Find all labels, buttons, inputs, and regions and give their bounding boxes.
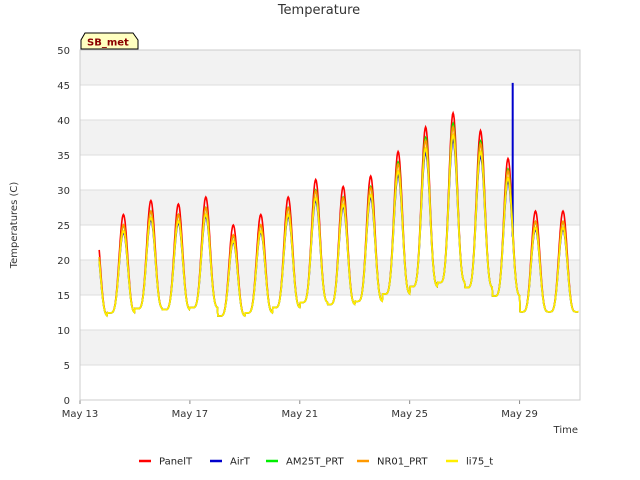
legend: PanelT AirT AM25T_PRT NR01_PRT li75_t bbox=[139, 457, 493, 468]
y-tick-label: 45 bbox=[57, 81, 70, 92]
station-badge: SB_met bbox=[80, 32, 139, 50]
x-tick-label: May 13 bbox=[62, 409, 99, 420]
y-tick-label: 30 bbox=[57, 186, 70, 197]
grid-band bbox=[80, 330, 580, 365]
x-tick-label: May 29 bbox=[501, 409, 538, 420]
grid-band bbox=[80, 295, 580, 330]
y-tick-label: 20 bbox=[57, 256, 70, 267]
legend-label: li75_t bbox=[466, 457, 493, 468]
legend-label: NR01_PRT bbox=[377, 457, 428, 468]
series-lines bbox=[98, 82, 579, 318]
y-tick-label: 15 bbox=[57, 291, 70, 302]
y-tick-label: 5 bbox=[64, 361, 70, 372]
y-tick-label: 50 bbox=[57, 46, 70, 57]
y-tick-label: 10 bbox=[57, 326, 70, 337]
plot-background bbox=[80, 50, 580, 400]
series-line-li75-t bbox=[98, 133, 579, 318]
legend-label: PanelT bbox=[159, 457, 193, 468]
grid-band bbox=[80, 260, 580, 295]
chart-title: Temperature bbox=[277, 3, 360, 18]
y-axis-ticks: 0 5 10 15 20 25 30 35 40 45 50 bbox=[57, 46, 70, 407]
legend-label: AM25T_PRT bbox=[286, 457, 345, 468]
grid-band bbox=[80, 155, 580, 190]
y-tick-label: 35 bbox=[57, 151, 70, 162]
y-tick-label: 25 bbox=[57, 221, 70, 232]
grid-band bbox=[80, 190, 580, 225]
grid-band bbox=[80, 225, 580, 260]
grid-band bbox=[80, 365, 580, 400]
grid-band bbox=[80, 120, 580, 155]
grid-band bbox=[80, 85, 580, 120]
x-tick-label: May 17 bbox=[172, 409, 209, 420]
legend-label: AirT bbox=[230, 457, 251, 468]
grid-band bbox=[80, 50, 580, 85]
x-tick-label: May 21 bbox=[281, 409, 318, 420]
y-tick-label: 40 bbox=[57, 116, 70, 127]
x-axis-label: Time bbox=[553, 425, 578, 436]
x-axis-ticks: May 13 May 17 May 21 May 25 May 29 bbox=[62, 400, 538, 420]
x-tick-label: May 25 bbox=[391, 409, 428, 420]
y-axis-label: Temperatures (C) bbox=[9, 182, 20, 270]
y-tick-label: 0 bbox=[64, 396, 70, 407]
plot-frame bbox=[79, 49, 581, 401]
station-badge-label: SB_met bbox=[87, 38, 129, 49]
